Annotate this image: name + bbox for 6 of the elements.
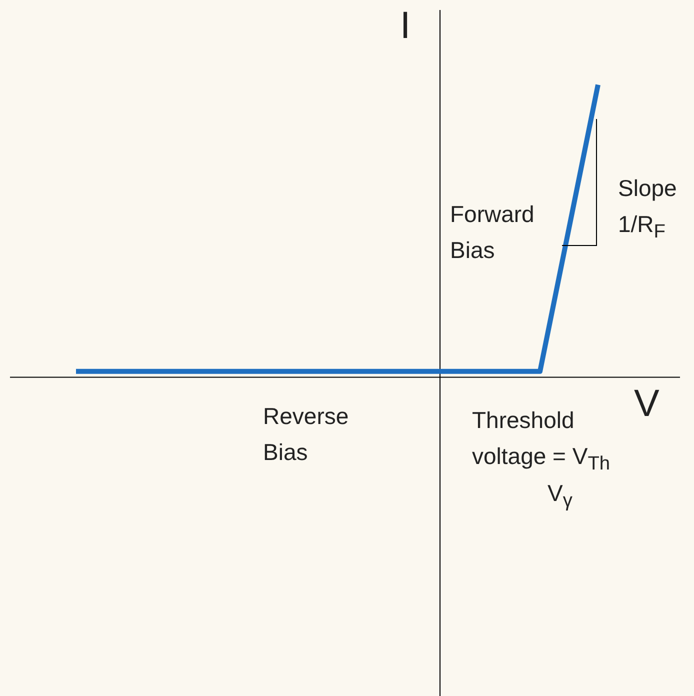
y-axis-title: I [400, 4, 411, 48]
annotation: Forward Bias [450, 200, 536, 265]
text: Slope 1/R$_{F}$ [618, 174, 678, 245]
text: V$_{γ}$ [546, 479, 574, 514]
text: Reverse Bias [263, 402, 350, 467]
x-axis-title: V [634, 382, 660, 426]
